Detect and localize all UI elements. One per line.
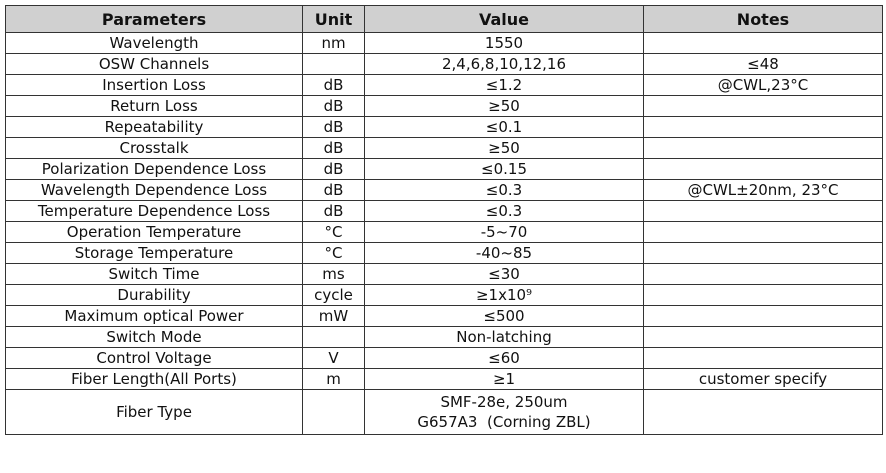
cell-value: ≤0.1: [364, 116, 644, 138]
cell-parameter: Durability: [5, 284, 303, 306]
cell-value: ≤0.3: [364, 179, 644, 201]
cell-unit: ms: [302, 263, 365, 285]
cell-notes: [643, 32, 883, 54]
table-row: Repeatability dB ≤0.1: [5, 116, 883, 138]
table-row: Polarization Dependence Loss dB ≤0.15: [5, 158, 883, 180]
cell-value: -5~70: [364, 221, 644, 243]
cell-notes: @CWL,23°C: [643, 74, 883, 96]
value-line-2: G657A3 (Corning ZBL): [417, 413, 591, 431]
cell-notes: [643, 137, 883, 159]
cell-value: ≤60: [364, 347, 644, 369]
table-row: Wavelength Dependence Loss dB ≤0.3 @CWL±20n…: [5, 179, 883, 201]
cell-value: ≥50: [364, 137, 644, 159]
table-row: Return Loss dB ≥50: [5, 95, 883, 117]
header-value: Value: [364, 5, 644, 33]
table-row: Crosstalk dB ≥50: [5, 137, 883, 159]
cell-value: ≤500: [364, 305, 644, 327]
table-row: Operation Temperature °C -5~70: [5, 221, 883, 243]
cell-value: SMF-28e, 250um G657A3 (Corning ZBL): [364, 389, 644, 435]
cell-value: ≤0.3: [364, 200, 644, 222]
cell-parameter: Insertion Loss: [5, 74, 303, 96]
cell-unit: mW: [302, 305, 365, 327]
header-unit: Unit: [302, 5, 365, 33]
cell-unit: dB: [302, 158, 365, 180]
cell-notes: [643, 326, 883, 348]
cell-unit: dB: [302, 179, 365, 201]
table-row-fiber-type: Fiber Type SMF-28e, 250um G657A3 (Cornin…: [5, 389, 883, 435]
cell-value: ≤0.15: [364, 158, 644, 180]
header-parameters: Parameters: [5, 5, 303, 33]
specifications-table: Parameters Unit Value Notes Wavelength nm…: [5, 5, 883, 435]
cell-parameter: Storage Temperature: [5, 242, 303, 264]
cell-value: -40~85: [364, 242, 644, 264]
cell-parameter: Fiber Type: [5, 389, 303, 435]
cell-unit: dB: [302, 116, 365, 138]
cell-value: Non-latching: [364, 326, 644, 348]
cell-notes: customer specify: [643, 368, 883, 390]
cell-value: ≤30: [364, 263, 644, 285]
cell-notes: [643, 116, 883, 138]
cell-notes: [643, 347, 883, 369]
header-row: Parameters Unit Value Notes: [5, 5, 883, 33]
cell-parameter: Return Loss: [5, 95, 303, 117]
cell-notes: @CWL±20nm, 23°C: [643, 179, 883, 201]
cell-unit: [302, 53, 365, 75]
cell-unit: dB: [302, 200, 365, 222]
cell-notes: [643, 242, 883, 264]
cell-notes: [643, 389, 883, 435]
cell-parameter: Temperature Dependence Loss: [5, 200, 303, 222]
cell-parameter: Fiber Length(All Ports): [5, 368, 303, 390]
cell-notes: [643, 221, 883, 243]
table-row: OSW Channels 2,4,6,8,10,12,16 ≤48: [5, 53, 883, 75]
cell-parameter: Wavelength Dependence Loss: [5, 179, 303, 201]
cell-parameter: Maximum optical Power: [5, 305, 303, 327]
cell-notes: [643, 284, 883, 306]
cell-unit: [302, 389, 365, 435]
cell-notes: [643, 263, 883, 285]
cell-parameter: OSW Channels: [5, 53, 303, 75]
table-row: Temperature Dependence Loss dB ≤0.3: [5, 200, 883, 222]
cell-value: ≤1.2: [364, 74, 644, 96]
table-row: Storage Temperature °C -40~85: [5, 242, 883, 264]
cell-unit: dB: [302, 74, 365, 96]
cell-notes: [643, 158, 883, 180]
table-row: Wavelength nm 1550: [5, 32, 883, 54]
cell-unit: V: [302, 347, 365, 369]
table-row: Maximum optical Power mW ≤500: [5, 305, 883, 327]
cell-value: ≥1x10⁹: [364, 284, 644, 306]
cell-notes: [643, 200, 883, 222]
table-row: Switch Time ms ≤30: [5, 263, 883, 285]
cell-unit: °C: [302, 221, 365, 243]
cell-parameter: Crosstalk: [5, 137, 303, 159]
cell-parameter: Polarization Dependence Loss: [5, 158, 303, 180]
cell-unit: m: [302, 368, 365, 390]
cell-parameter: Operation Temperature: [5, 221, 303, 243]
cell-notes: ≤48: [643, 53, 883, 75]
cell-unit: [302, 326, 365, 348]
cell-notes: [643, 95, 883, 117]
cell-unit: dB: [302, 95, 365, 117]
cell-parameter: Switch Time: [5, 263, 303, 285]
table-row: Fiber Length(All Ports) m ≥1 customer speci…: [5, 368, 883, 390]
table-row: Switch Mode Non-latching: [5, 326, 883, 348]
cell-parameter: Repeatability: [5, 116, 303, 138]
cell-value: ≥50: [364, 95, 644, 117]
cell-unit: °C: [302, 242, 365, 264]
cell-parameter: Switch Mode: [5, 326, 303, 348]
value-line-1: SMF-28e, 250um: [440, 393, 568, 411]
cell-unit: cycle: [302, 284, 365, 306]
cell-parameter: Control Voltage: [5, 347, 303, 369]
table-row: Control Voltage V ≤60: [5, 347, 883, 369]
table-row: Durability cycle ≥1x10⁹: [5, 284, 883, 306]
header-notes: Notes: [643, 5, 883, 33]
cell-unit: nm: [302, 32, 365, 54]
cell-value: 2,4,6,8,10,12,16: [364, 53, 644, 75]
table-row: Insertion Loss dB ≤1.2 @CWL,23°C: [5, 74, 883, 96]
cell-value: ≥1: [364, 368, 644, 390]
cell-notes: [643, 305, 883, 327]
cell-unit: dB: [302, 137, 365, 159]
cell-value: 1550: [364, 32, 644, 54]
cell-parameter: Wavelength: [5, 32, 303, 54]
